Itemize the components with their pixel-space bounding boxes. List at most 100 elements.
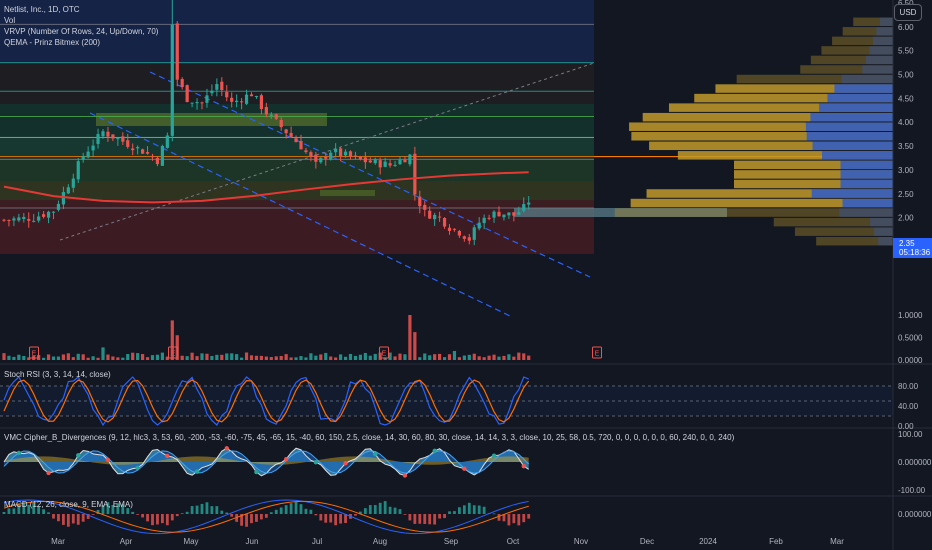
candle-body [383,161,387,167]
vmc-cross-dot [373,452,378,457]
macd-histogram-bar [255,514,258,522]
candle-body [220,81,224,91]
date-tick-6: Sep [444,537,459,546]
candle-body [42,214,46,217]
macd-histogram-bar [527,514,531,519]
candle-body [101,131,105,137]
volume-bar [398,353,402,360]
candle-body [12,218,16,221]
macd-histogram-bar [497,514,501,521]
vp-row-down-9 [819,103,893,112]
macd-histogram-bar [121,504,125,514]
main-legend: Netlist, Inc., 1D, OTC Vol VRVP (Number … [4,4,158,48]
volume-bar [7,355,11,360]
macd-histogram-bar [423,514,427,525]
macd-histogram-bar [502,514,506,522]
candle-body [284,129,288,134]
volume-bar [155,354,160,360]
candle-body [339,148,343,156]
macd-histogram-bar [373,505,377,514]
candle-body [210,90,214,94]
volume-bar [403,354,407,360]
macd-histogram-bar [91,514,95,515]
macd-histogram-bar [314,514,318,516]
vmc-cross-dot [105,457,111,463]
vmc-cross-dot [165,453,170,459]
candle-body [165,135,169,148]
macd-histogram-bar [378,502,382,514]
candle-body [71,178,75,188]
volume-tick-2: 0.0000 [898,356,923,365]
volume-bar [165,356,169,360]
macd-histogram-bar [250,514,253,524]
vrvp-legend[interactable]: VRVP (Number Of Rows, 24, Up/Down, 70) [4,27,159,36]
vp-row-total-22 [794,227,893,236]
candle-body [111,134,115,139]
symbol-legend[interactable]: Netlist, Inc., 1D, OTC [4,5,80,14]
currency-button[interactable]: USD [894,4,922,21]
volume-legend[interactable]: Vol [4,16,16,25]
price-tick-7: 3.00 [898,166,914,175]
vp-row-total-8 [694,93,893,103]
volume-bar [230,353,234,360]
macd-histogram-bar [161,514,164,524]
candle-body [329,152,333,160]
macd-histogram-bar [260,514,263,520]
macd-histogram-bar [383,501,387,514]
vp-row-total-21 [773,217,893,227]
vp-row-total-15 [734,160,893,170]
vp-row-total-17 [734,179,893,189]
qema-legend[interactable]: QEMA - Prinz Bitmex (200) [4,38,101,47]
vp-row-down-22 [874,227,893,236]
macd-histogram-bar [517,514,521,526]
macd-histogram-bar [156,514,159,525]
macd-histogram-bar [433,514,437,525]
volume-bar [116,357,120,360]
volume-bar [22,355,26,360]
vmc-cross-dot [283,456,289,462]
macd-histogram-bar [245,514,248,527]
earnings-marker-label-1: E [171,351,176,358]
trend-ray [59,62,595,241]
volume-bar [61,354,65,360]
vmc-legend[interactable]: VMC Cipher_B_Divergences (9, 12, hlc3, 3… [4,433,735,442]
macd-histogram-bar [482,506,486,514]
stoch-d-line [3,379,530,423]
candle-body [180,79,184,87]
macd-tick-0: 0.000000 [898,510,932,519]
vp-row-down-12 [806,132,893,141]
candle-body [358,156,362,160]
volume-bar [56,356,61,360]
earnings-marker-label-0: E [32,351,37,358]
vp-row-total-7 [715,84,893,93]
volume-bar [195,356,199,360]
macd-histogram-bar [284,505,288,514]
vp-row-down-10 [810,112,893,122]
supply-box [96,113,327,126]
volume-bar [259,355,263,360]
vmc-tick-0: 100.00 [898,430,923,439]
vmc-cross-dot [194,469,200,474]
candle-body [343,151,348,156]
last-price-tag: 2.35 05:18:36 [893,238,932,258]
volume-bar [279,356,283,360]
macd-histogram-bar [175,514,179,517]
volume-bar [447,354,452,360]
volume-bar [76,353,80,360]
candle-body [76,161,80,180]
candle-body [299,141,303,150]
volume-bar [269,357,273,360]
macd-pane [2,499,531,535]
volume-bar [289,357,293,360]
macd-histogram-bar [477,505,481,514]
macd-histogram-bar [413,514,417,524]
candle-body [393,164,397,166]
macd-legend[interactable]: MACD (12, 26, close, 9, EMA, EMA) [4,500,133,509]
volume-bar [388,352,392,360]
candle-body [398,159,402,165]
stoch-legend[interactable]: Stoch RSI (3, 3, 14, 14, close) [4,370,111,379]
volume-bar [512,356,516,360]
candle-body [408,154,412,165]
date-tick-0: Mar [51,537,65,546]
